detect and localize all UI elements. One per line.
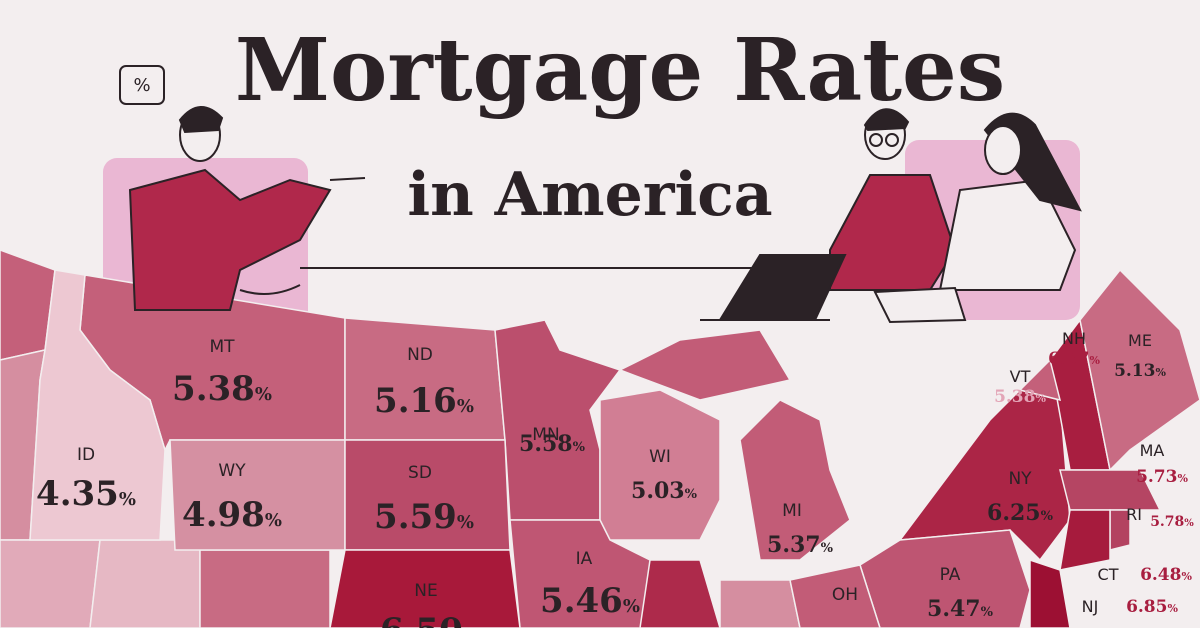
state-rate: 5.03% (631, 478, 698, 504)
label-part: 5.47 (927, 596, 981, 622)
state-rate: 6.48% (1140, 565, 1192, 585)
label-part: % (623, 596, 640, 617)
state-shape (789, 564, 881, 628)
label-part: % (981, 605, 994, 620)
state-abbr: WY (218, 461, 246, 481)
state-rate: 6.25% (987, 500, 1054, 526)
state-abbr: NE (414, 581, 437, 601)
label-part: 5.38 (172, 369, 255, 409)
label-part: % (457, 512, 474, 533)
label-part: 4.98 (182, 495, 265, 535)
label-part: 5.38 (994, 387, 1035, 407)
state-abbr: MT (209, 337, 235, 357)
state-abbr: MI (782, 501, 802, 521)
state-rate: 5.46% (540, 581, 640, 621)
label-part: 5.13 (1114, 361, 1155, 381)
state-rate: 5.38% (172, 369, 272, 409)
label-part: 5.78 (1150, 514, 1184, 530)
state-abbr: IA (576, 549, 593, 569)
state-abbr: MA (1140, 441, 1165, 460)
label-part: 5.03 (631, 478, 685, 504)
label-part: 5.16 (374, 381, 457, 421)
label-part: 5.59 (374, 497, 457, 537)
state-abbr: VT (1010, 367, 1031, 386)
state-rate: 6.37% (1048, 349, 1100, 369)
state-abbr: WI (649, 447, 671, 467)
state-abbr: CT (1098, 565, 1119, 584)
label-part: 4.35 (36, 474, 119, 514)
state-rate: 5.16% (374, 381, 474, 421)
state-rate: 5.73% (1136, 467, 1188, 487)
state-rate: 5.58% (519, 431, 586, 457)
label-part: 5.37 (767, 532, 821, 558)
label-part: % (457, 396, 474, 417)
state-abbr: SD (408, 463, 432, 483)
state-rate: 5.78% (1150, 514, 1194, 530)
state-labels: MT 5.38% ND 5.16% MN 5.58% ID 4.35% WY 4… (36, 337, 1054, 628)
label-part: % (573, 440, 586, 455)
state-abbr: ME (1128, 331, 1152, 350)
state-rate: 4.35% (36, 474, 136, 514)
label-part: 6.50 (380, 611, 463, 628)
state-shape (1029, 558, 1071, 628)
label-part: % (1089, 354, 1100, 367)
state-shape (739, 399, 851, 561)
label-part: 5.73 (1136, 467, 1177, 487)
state-rate: 5.47% (927, 596, 994, 622)
label-part: % (265, 510, 282, 531)
state-shape (29, 269, 166, 541)
state-rate: 4.98% (182, 495, 282, 535)
state-abbr: ID (77, 445, 95, 465)
state-abbr: NH (1062, 329, 1086, 348)
label-part: 6.85 (1126, 597, 1167, 617)
state-abbr: NJ (1082, 597, 1099, 616)
state-rate: 5.13% (1114, 361, 1166, 381)
state-abbr: RI (1126, 505, 1142, 524)
label-part: 6.25 (987, 500, 1041, 526)
label-part: % (1035, 392, 1046, 405)
label-part: 6.48 (1140, 565, 1181, 585)
illustration: % (119, 65, 1082, 324)
state-abbr: OH (832, 585, 858, 605)
label-part: % (255, 384, 272, 405)
label-part: % (1167, 602, 1178, 615)
state-abbr: MN (532, 425, 559, 445)
label-part: 5.46 (540, 581, 623, 621)
label-part: % (119, 489, 136, 510)
label-part: 5.58 (519, 431, 573, 457)
state-abbr: ND (407, 345, 433, 365)
state-abbr: PA (940, 565, 961, 585)
state-shape (1059, 469, 1162, 511)
state-shapes (29, 268, 1200, 628)
label-part: % (1177, 472, 1188, 485)
state-shape (898, 389, 1071, 562)
state-rate: 5.59% (374, 497, 474, 537)
label-part: % (1155, 366, 1166, 379)
label-part: 6.37 (1048, 349, 1089, 369)
label-part: % (821, 541, 834, 556)
icon-label: % (133, 75, 150, 96)
state-shape (599, 389, 721, 541)
title: Mortgage Rates (235, 20, 1005, 121)
state-rate: 6.50% (380, 611, 480, 628)
northeast-labels: NH 6.37% VT 5.38% ME 5.13% MA 5.73% RI 5… (994, 329, 1194, 617)
state-rate: 5.37% (767, 532, 834, 558)
label-part: % (463, 626, 480, 628)
label-part: % (685, 487, 698, 502)
state-shape (509, 519, 651, 628)
state-shape (1059, 509, 1111, 571)
state-rate: 6.85% (1126, 597, 1178, 617)
state-rate: 5.38% (994, 387, 1046, 407)
state-shape (1018, 358, 1062, 402)
state-shape (329, 549, 521, 628)
state-abbr: NY (1008, 469, 1032, 489)
label-part: % (1041, 509, 1054, 524)
label-part: % (1181, 570, 1192, 583)
subtitle: in America (407, 160, 772, 230)
state-shape (344, 317, 506, 441)
label-part: % (1184, 518, 1194, 529)
